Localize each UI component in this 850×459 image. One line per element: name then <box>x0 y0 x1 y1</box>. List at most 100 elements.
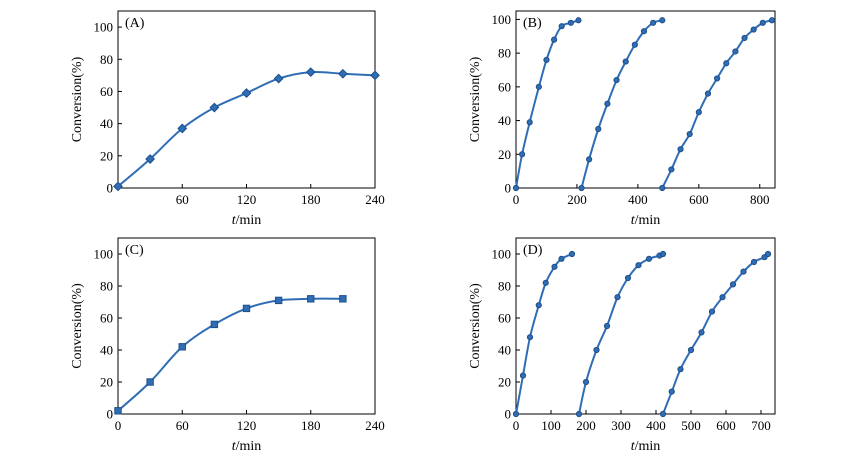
data-point <box>650 19 657 26</box>
data-point <box>339 295 347 303</box>
y-tick-label: 100 <box>94 20 114 35</box>
data-point <box>575 410 583 418</box>
data-point <box>695 109 702 116</box>
y-axis-label: Conversion(%) <box>70 56 85 142</box>
data-point <box>614 294 621 301</box>
data-point <box>337 68 348 79</box>
data-point <box>575 17 582 24</box>
plot-frame <box>515 10 776 189</box>
x-tick-label: 500 <box>681 418 701 433</box>
x-tick-label: 100 <box>541 418 561 433</box>
y-tick-label: 0 <box>505 407 512 422</box>
data-point <box>613 77 620 84</box>
data-point <box>741 34 748 42</box>
data-point <box>114 407 122 415</box>
data-point <box>535 83 542 90</box>
chart-panel-4: 0 100 200 300 400 500 600 700 0 20 40 60 80 100 (D) t/m… <box>468 237 776 454</box>
data-point <box>519 372 527 379</box>
data-point <box>668 166 675 173</box>
data-point <box>242 304 251 313</box>
data-point <box>568 250 576 258</box>
panel-label: (C) <box>125 243 144 258</box>
y-tick-label: 40 <box>498 343 511 358</box>
data-point <box>526 119 533 126</box>
x-axis-label-symbol: t <box>232 439 237 454</box>
x-tick-label: 0 <box>513 418 520 433</box>
y-tick-label: 20 <box>100 148 113 163</box>
data-point <box>146 378 154 386</box>
data-point <box>729 281 737 288</box>
y-tick-label: 60 <box>100 84 113 99</box>
data-point <box>177 123 188 134</box>
x-tick-label: 200 <box>567 192 587 207</box>
y-tick-label: 80 <box>498 279 511 294</box>
data-point <box>759 19 766 26</box>
data-point <box>764 250 772 258</box>
y-tick-label: 20 <box>498 375 511 390</box>
y-tick-label: 100 <box>492 247 512 262</box>
y-tick-label: 80 <box>100 279 113 294</box>
data-point <box>659 250 667 258</box>
data-point <box>526 334 534 341</box>
y-tick-label: 40 <box>100 343 113 358</box>
data-point <box>668 388 675 395</box>
data-point <box>113 181 123 192</box>
data-point <box>209 102 220 113</box>
data-point <box>687 346 695 354</box>
x-axis-label-unit: /min <box>635 439 661 454</box>
y-tick-label: 80 <box>100 52 113 67</box>
data-point <box>659 410 667 418</box>
y-tick-label: 60 <box>100 311 113 326</box>
data-point <box>595 125 602 133</box>
data-point <box>593 346 600 354</box>
x-axis-label-symbol: t <box>631 439 636 454</box>
plot-frame <box>515 237 776 415</box>
data-point <box>603 322 611 330</box>
y-axis-label: Conversion(%) <box>70 283 85 369</box>
data-point <box>698 329 705 336</box>
data-point <box>645 255 653 262</box>
data-point <box>274 296 283 305</box>
x-axis-label-unit: /min <box>236 213 262 228</box>
series-line-run-1 <box>117 297 343 412</box>
x-tick-label: 700 <box>751 418 771 433</box>
x-axis-label-unit: /min <box>236 439 262 454</box>
x-axis-label: t/min <box>232 439 262 454</box>
plot-frame <box>117 10 376 189</box>
x-axis-label: t/min <box>232 213 262 228</box>
x-axis-label-unit: /min <box>635 213 661 228</box>
y-tick-label: 100 <box>492 12 512 27</box>
x-tick-label: 600 <box>716 418 736 433</box>
series-line-cycle-2 <box>578 253 664 415</box>
data-point <box>512 184 520 192</box>
chart-panel-2: 0 200 400 600 800 0 20 40 60 80 100 (B) t/min Convers… <box>468 10 776 228</box>
data-point <box>631 41 638 48</box>
x-tick-label: 600 <box>689 192 709 207</box>
data-point <box>567 19 574 26</box>
y-tick-label: 0 <box>107 181 114 196</box>
series-line-cycle-3 <box>662 253 769 415</box>
y-tick-label: 20 <box>100 375 113 390</box>
data-point <box>719 294 726 301</box>
data-point <box>732 48 739 55</box>
data-point <box>542 279 549 286</box>
y-axis-label: Conversion(%) <box>468 56 483 142</box>
x-axis-label-symbol: t <box>631 213 636 228</box>
data-point <box>370 70 380 81</box>
plot-frame <box>117 237 376 415</box>
chart-panel-3: 0 60 120 180 240 0 20 40 60 80 100 (C) t/min Conversi… <box>70 237 385 454</box>
data-point <box>273 73 284 84</box>
y-tick-label: 60 <box>498 311 511 326</box>
x-tick-label: 60 <box>176 418 189 433</box>
y-tick-label: 80 <box>498 46 511 61</box>
data-point <box>659 184 666 192</box>
data-point <box>714 75 721 82</box>
y-tick-label: 20 <box>498 147 511 162</box>
data-point <box>543 56 550 63</box>
data-point <box>307 295 315 303</box>
data-point <box>750 26 757 33</box>
x-tick-label: 240 <box>365 418 385 433</box>
data-point <box>512 410 520 418</box>
data-point <box>145 154 156 164</box>
